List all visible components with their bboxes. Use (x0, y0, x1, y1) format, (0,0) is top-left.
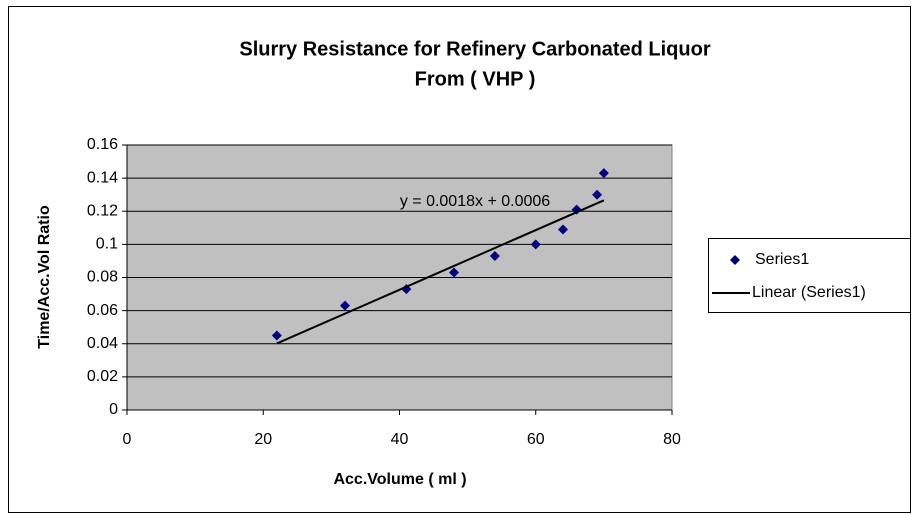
point (271, 330, 282, 341)
point (489, 250, 500, 261)
point (530, 239, 541, 250)
chart-title: From ( VHP ) (415, 68, 536, 90)
x-tick-label: 60 (527, 431, 545, 448)
y-tick-label: 0 (109, 401, 118, 418)
x-tick-label: 40 (391, 431, 409, 448)
point (449, 267, 459, 278)
point (340, 300, 350, 311)
chart-title: Slurry Resistance for Refinery Carbonate… (239, 38, 710, 60)
y-tick-label: 0.06 (87, 302, 118, 319)
point (558, 224, 568, 235)
point (592, 189, 603, 200)
y-tick-label: 0.1 (96, 236, 118, 253)
y-tick-label: 0.02 (87, 368, 118, 385)
legend (708, 238, 911, 313)
legend-label: Linear (Series1) (752, 284, 866, 301)
y-tick-label: 0.16 (87, 136, 118, 153)
x-axis-label: Acc.Volume ( ml ) (333, 471, 466, 488)
y-axis-label: Time/Acc.Vol Ratio (36, 205, 53, 349)
x-tick-label: 80 (663, 431, 681, 448)
trendline-equation: y = 0.0018x + 0.0006 (400, 193, 550, 210)
legend-marker (730, 255, 740, 265)
y-tick-label: 0.08 (87, 269, 118, 286)
x-tick-label: 0 (123, 431, 132, 448)
legend-label: Series1 (755, 251, 809, 268)
x-tick-label: 20 (254, 431, 272, 448)
y-tick-label: 0.04 (87, 335, 118, 352)
trendline (276, 199, 605, 345)
y-tick-label: 0.12 (87, 202, 118, 219)
y-tick-label: 0.14 (87, 169, 118, 186)
point (598, 168, 609, 179)
